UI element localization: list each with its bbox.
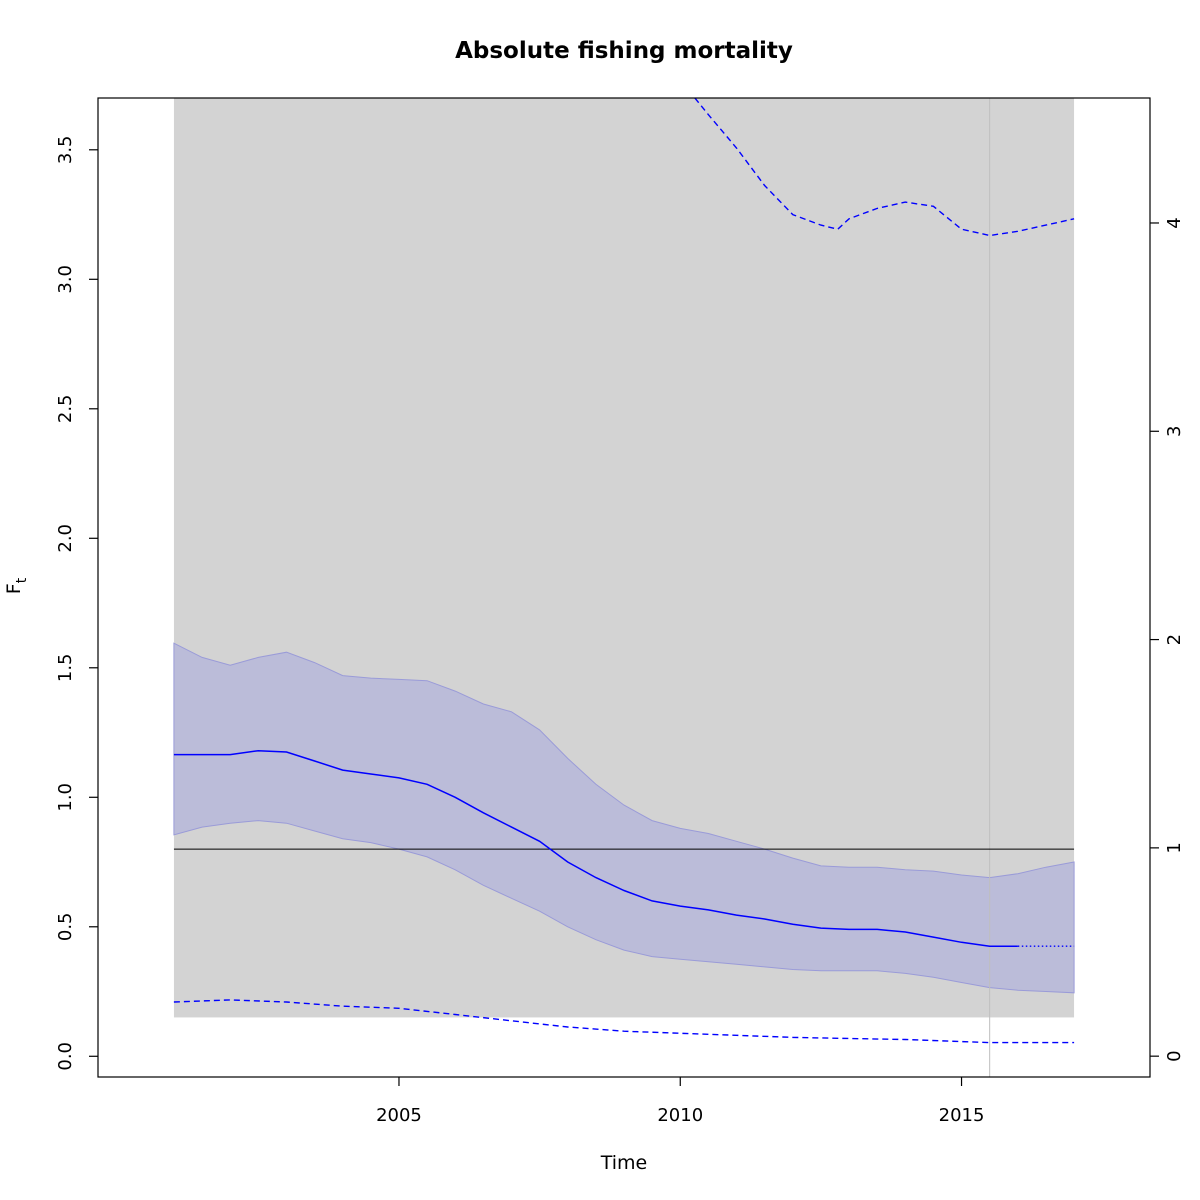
x-tick-label: 2010 bbox=[657, 1105, 703, 1126]
y-tick-label: 0.0 bbox=[55, 1042, 76, 1071]
y2-tick-label: 4 bbox=[1164, 217, 1185, 228]
x-tick-label: 2005 bbox=[376, 1105, 422, 1126]
y2-tick-label: 1 bbox=[1164, 842, 1185, 853]
secondary-lower-line bbox=[173, 999, 1075, 1044]
y-axis-label-main: F bbox=[3, 583, 25, 594]
y-axis-label: Ft bbox=[3, 577, 30, 594]
y-tick-label: 1.5 bbox=[55, 653, 76, 682]
estimate-line bbox=[173, 749, 1018, 947]
y2-tick-label: 0 bbox=[1164, 1050, 1185, 1061]
y-tick-label: 2.5 bbox=[55, 394, 76, 423]
plot-area bbox=[173, 97, 1075, 1077]
confidence-band bbox=[173, 642, 1075, 994]
y-axis-label-subscript: t bbox=[14, 577, 30, 583]
y-axis-label-group: Ft bbox=[3, 577, 30, 594]
x-axis: 2005 2010 2015 bbox=[376, 1077, 984, 1126]
secondary-upper-line bbox=[694, 97, 1075, 237]
y2-tick-label: 3 bbox=[1164, 426, 1185, 437]
y-tick-label: 1.0 bbox=[55, 783, 76, 812]
y-axis: 0.0 0.5 1.0 1.5 2.0 2.5 3.0 3.5 bbox=[55, 135, 98, 1071]
x-axis-label: Time bbox=[600, 1152, 648, 1174]
plot-frame bbox=[97, 97, 1151, 1078]
y-tick-label: 3.0 bbox=[55, 265, 76, 294]
y2-axis: 0 1 2 3 4 bbox=[1150, 217, 1185, 1062]
y-tick-label: 3.5 bbox=[55, 135, 76, 164]
y2-tick-label: 2 bbox=[1164, 634, 1185, 645]
y-tick-label: 0.5 bbox=[55, 912, 76, 941]
chart-title: Absolute fishing mortality bbox=[455, 38, 793, 64]
x-tick-label: 2015 bbox=[939, 1105, 985, 1126]
y-tick-label: 2.0 bbox=[55, 524, 76, 553]
